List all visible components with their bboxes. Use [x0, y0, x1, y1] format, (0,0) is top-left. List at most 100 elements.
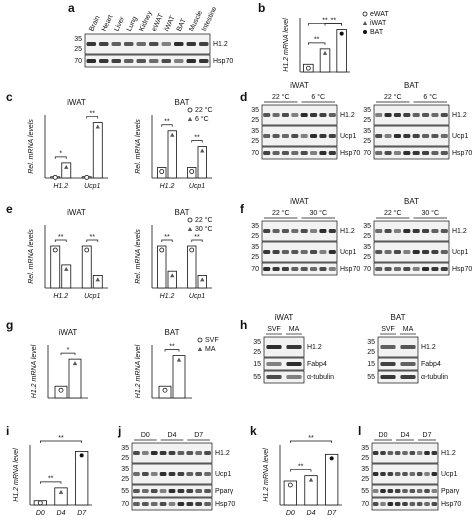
bar	[197, 146, 207, 179]
blot-band	[328, 250, 336, 254]
blot-band	[149, 42, 159, 46]
blot-band	[159, 472, 167, 476]
legend-marker	[200, 277, 205, 282]
legend-marker	[170, 273, 175, 278]
blot-strip	[377, 370, 419, 384]
legend-marker	[197, 347, 203, 351]
blot-band	[380, 489, 386, 493]
blot-band	[263, 267, 271, 271]
blot-band	[402, 489, 408, 493]
sig-bracket	[307, 42, 326, 45]
blot-band	[99, 42, 109, 46]
mw-marker: 15	[367, 361, 375, 368]
legend-marker	[362, 21, 368, 25]
blot-band	[319, 113, 327, 117]
mw-marker: 70	[363, 150, 371, 157]
blot-strip	[261, 146, 338, 160]
blot-band	[416, 451, 423, 455]
blot-band	[99, 59, 109, 63]
mw-marker: 35	[361, 445, 369, 452]
legend-label: eWAT	[370, 11, 389, 18]
row-label: Hsp70	[340, 150, 360, 157]
blot-band	[409, 502, 416, 506]
bar	[54, 487, 68, 506]
blot-band	[263, 229, 271, 233]
sig-label: **	[298, 464, 304, 471]
blot-band	[281, 267, 289, 271]
blot-band	[272, 229, 280, 233]
blot-band	[310, 113, 318, 117]
y-axis-label: H1.2 mRNA level	[283, 18, 290, 72]
sig-label: **	[331, 17, 337, 24]
blot-band	[319, 250, 327, 254]
blot-band	[124, 42, 134, 46]
mw-marker: 15	[253, 361, 261, 368]
mw-marker: 70	[363, 266, 371, 273]
panel-letter: f	[240, 202, 245, 216]
blot-band	[300, 250, 308, 254]
group-label: 22 °C	[384, 209, 402, 217]
blot-title: iWAT	[290, 81, 309, 90]
group-label: 22 °C	[272, 93, 290, 101]
blot-band	[375, 151, 383, 155]
sig-bracket	[191, 140, 203, 143]
legend-marker	[72, 361, 78, 366]
mw-marker: 70	[121, 501, 129, 508]
blot-band	[177, 451, 185, 455]
y-axis-label: H1.2 mRNA level	[135, 344, 142, 398]
x-tick-label: Ucp1	[84, 183, 100, 190]
blot-band	[409, 451, 416, 455]
row-label: Fabp4	[307, 361, 327, 368]
blot-band	[403, 151, 411, 155]
blot-band	[424, 451, 430, 455]
sig-label: **	[308, 435, 314, 442]
blot-band	[440, 113, 448, 117]
blot-band	[387, 451, 394, 455]
blot-band	[177, 502, 185, 506]
legend-marker	[200, 148, 205, 153]
x-tick-label: D4	[307, 510, 316, 517]
blot-title: BAT	[391, 313, 406, 322]
panel-letter: k	[250, 424, 257, 438]
bar	[167, 270, 177, 289]
sig-label: **	[58, 234, 64, 241]
legend-label: 6 °C	[195, 115, 209, 123]
sig-label: **	[90, 234, 96, 241]
mw-marker: 35	[363, 128, 371, 135]
legend-label: iWAT	[370, 20, 387, 27]
blot-band	[186, 489, 194, 493]
blot-band	[300, 151, 308, 155]
blot-band	[199, 59, 209, 63]
blot-band	[272, 250, 280, 254]
mw-marker: 25	[251, 138, 259, 145]
blot-band	[161, 59, 171, 63]
blot-strip	[373, 146, 450, 160]
blot-band	[150, 489, 158, 493]
mw-marker: 25	[251, 254, 259, 261]
group-label: D4	[401, 432, 410, 439]
panel-letter: d	[240, 90, 247, 104]
blot-band	[195, 472, 203, 476]
sig-label: *	[67, 347, 70, 354]
group-label: 30 °C	[421, 209, 439, 217]
blot-strip	[373, 220, 450, 242]
blot-band	[263, 134, 271, 138]
legend-marker	[162, 387, 168, 393]
legend-marker	[58, 387, 64, 393]
blot-band	[174, 42, 184, 46]
blot-band	[195, 489, 203, 493]
row-label: H1.2	[213, 41, 228, 48]
legend-marker	[37, 500, 43, 506]
blot-title: BAT	[404, 197, 419, 206]
y-axis-label: Rel. mRNA levels	[28, 229, 35, 284]
bar	[336, 29, 347, 73]
legend-marker	[362, 11, 368, 17]
blot-band	[431, 113, 439, 117]
chart-title: iWAT	[59, 328, 78, 337]
legend-label: MA	[205, 346, 216, 353]
row-label: H1.2	[340, 228, 355, 235]
blot-band	[431, 451, 438, 455]
blot-band	[403, 267, 411, 271]
legend-marker	[197, 337, 203, 343]
blot-band	[263, 250, 271, 254]
